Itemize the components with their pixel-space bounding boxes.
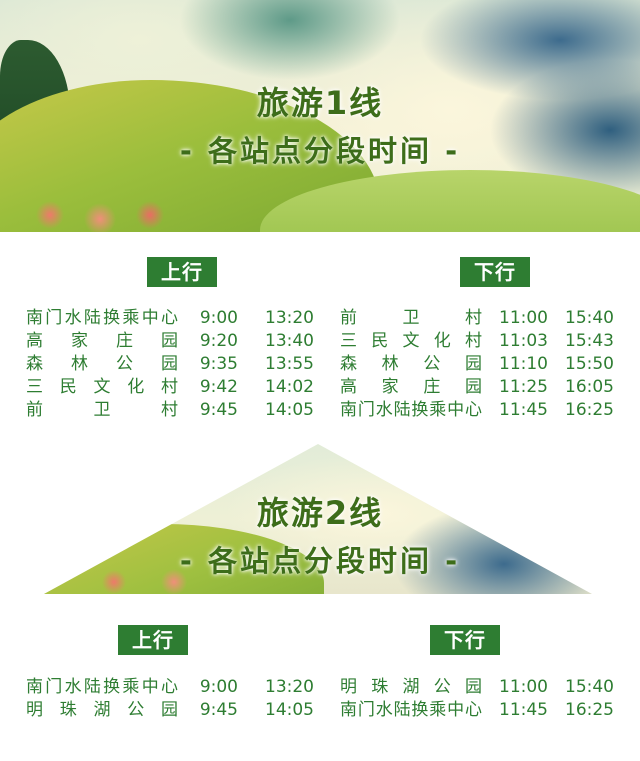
table-row: 三民文化村 11:03 15:43 xyxy=(340,330,614,353)
station-name: 高家庄园 xyxy=(340,377,482,397)
table-row: 南门水陆换乘中心 11:45 16:25 xyxy=(340,399,614,422)
line2-title-block: 旅游2线 - 各站点分段时间 - xyxy=(0,488,640,580)
time-2: 14:02 xyxy=(265,377,314,397)
table-row: 高家庄园 11:25 16:05 xyxy=(340,376,614,399)
table-row: 南门水陆换乘中心 9:00 13:20 xyxy=(26,307,314,330)
time-2: 13:20 xyxy=(265,308,314,328)
time-1: 11:25 xyxy=(499,377,548,397)
time-2: 15:40 xyxy=(565,677,614,697)
line1-up-badge: 上行 xyxy=(147,257,217,287)
station-name: 三民文化村 xyxy=(26,377,178,397)
time-2: 15:43 xyxy=(565,331,614,351)
time-1: 11:00 xyxy=(499,308,548,328)
time-1: 11:10 xyxy=(499,354,548,374)
time-1: 11:03 xyxy=(499,331,548,351)
time-1: 11:00 xyxy=(499,677,548,697)
table-row: 三民文化村 9:42 14:02 xyxy=(26,376,314,399)
table-row: 南门水陆换乘中心 9:00 13:20 xyxy=(26,676,314,699)
time-1: 9:42 xyxy=(199,377,238,397)
time-2: 14:05 xyxy=(265,400,314,420)
time-1: 9:45 xyxy=(199,400,238,420)
line1-down-table: 前卫村 11:00 15:40 三民文化村 11:03 15:43 森林公园 1… xyxy=(340,307,614,422)
time-1: 9:20 xyxy=(199,331,238,351)
line2-up-table: 南门水陆换乘中心 9:00 13:20 明珠湖公园 9:45 14:05 xyxy=(26,676,314,722)
time-2: 13:20 xyxy=(265,677,314,697)
time-2: 16:25 xyxy=(565,400,614,420)
station-name: 森林公园 xyxy=(340,354,482,374)
time-2: 13:55 xyxy=(265,354,314,374)
time-1: 9:00 xyxy=(199,308,238,328)
station-name: 森林公园 xyxy=(26,354,178,374)
station-name: 明珠湖公园 xyxy=(26,700,178,720)
table-row: 森林公园 9:35 13:55 xyxy=(26,353,314,376)
table-row: 前卫村 9:45 14:05 xyxy=(26,399,314,422)
station-name: 南门水陆换乘中心 xyxy=(26,308,178,328)
time-1: 9:00 xyxy=(199,677,238,697)
table-row: 森林公园 11:10 15:50 xyxy=(340,353,614,376)
station-name: 三民文化村 xyxy=(340,331,482,351)
line1-banner: 旅游1线 - 各站点分段时间 - xyxy=(0,0,640,232)
time-1: 11:45 xyxy=(499,400,548,420)
line2-title: 旅游2线 xyxy=(256,494,384,532)
line1-down-badge: 下行 xyxy=(460,257,530,287)
station-name: 南门水陆换乘中心 xyxy=(340,700,482,720)
table-row: 明珠湖公园 11:00 15:40 xyxy=(340,676,614,699)
station-name: 南门水陆换乘中心 xyxy=(26,677,178,697)
line1-title-block: 旅游1线 - 各站点分段时间 - xyxy=(0,78,640,170)
time-2: 14:05 xyxy=(265,700,314,720)
flowers-illustration xyxy=(20,195,180,232)
station-name: 明珠湖公园 xyxy=(340,677,482,697)
table-row: 高家庄园 9:20 13:40 xyxy=(26,330,314,353)
time-2: 15:40 xyxy=(565,308,614,328)
line1-title: 旅游1线 xyxy=(256,84,384,122)
station-name: 南门水陆换乘中心 xyxy=(340,400,482,420)
table-row: 明珠湖公园 9:45 14:05 xyxy=(26,699,314,722)
line2-down-badge: 下行 xyxy=(430,625,500,655)
time-2: 15:50 xyxy=(565,354,614,374)
line1-up-table: 南门水陆换乘中心 9:00 13:20 高家庄园 9:20 13:40 森林公园… xyxy=(26,307,314,422)
line2-down-table: 明珠湖公园 11:00 15:40 南门水陆换乘中心 11:45 16:25 xyxy=(340,676,614,722)
time-1: 9:45 xyxy=(199,700,238,720)
time-2: 16:05 xyxy=(565,377,614,397)
station-name: 前卫村 xyxy=(340,308,482,328)
flowers-illustration xyxy=(84,564,224,594)
line1-subtitle: - 各站点分段时间 - xyxy=(179,134,461,168)
table-row: 南门水陆换乘中心 11:45 16:25 xyxy=(340,699,614,722)
line2-subtitle: - 各站点分段时间 - xyxy=(179,544,461,578)
time-1: 11:45 xyxy=(499,700,548,720)
station-name: 高家庄园 xyxy=(26,331,178,351)
line2-up-badge: 上行 xyxy=(118,625,188,655)
station-name: 前卫村 xyxy=(26,400,178,420)
time-2: 13:40 xyxy=(265,331,314,351)
time-1: 9:35 xyxy=(199,354,238,374)
time-2: 16:25 xyxy=(565,700,614,720)
table-row: 前卫村 11:00 15:40 xyxy=(340,307,614,330)
